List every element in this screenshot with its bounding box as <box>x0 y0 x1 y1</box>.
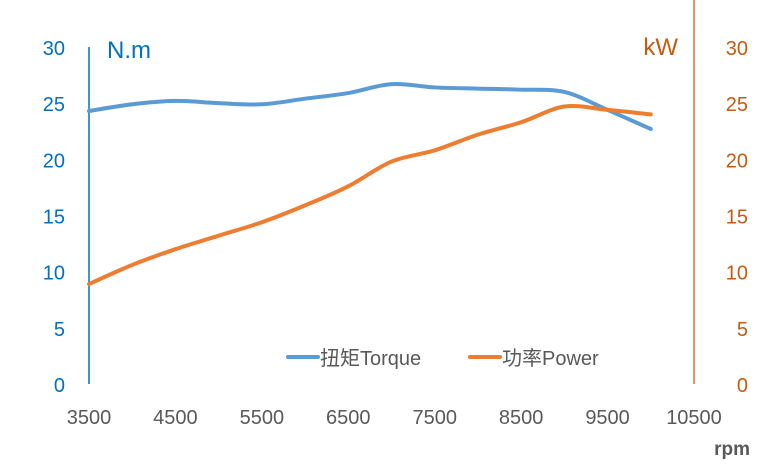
y-right-tick-label: 0 <box>737 375 748 397</box>
legend-label: 功率Power <box>502 347 599 370</box>
x-tick-label: 10500 <box>666 407 722 429</box>
y-left-tick-label: 15 <box>43 207 65 229</box>
y-left-tick-label: 0 <box>54 375 65 397</box>
legend-label: 扭矩Torque <box>320 347 421 370</box>
x-tick-label: 7500 <box>412 407 457 429</box>
y-left-tick-label: 20 <box>43 150 65 172</box>
x-tick-label: 6500 <box>326 407 371 429</box>
y-right-tick-label: 10 <box>726 263 748 285</box>
torque-series-line <box>87 81 653 132</box>
x-tick-label: 5500 <box>240 407 285 429</box>
y-left-tick-label: 10 <box>43 263 65 285</box>
y-right-tick-label: 30 <box>726 38 748 60</box>
x-tick-label: 4500 <box>153 407 198 429</box>
y-right-tick-label: 20 <box>726 150 748 172</box>
y-left-tick-label: 25 <box>43 94 65 116</box>
y-right-tick-label: 5 <box>737 319 748 341</box>
y-right-tick-label: 25 <box>726 94 748 116</box>
power-series-line <box>87 104 653 287</box>
left-axis-unit: N.m <box>107 37 151 64</box>
right-axis-unit: kW <box>643 34 678 61</box>
x-tick-label: 9500 <box>585 407 630 429</box>
y-right-tick-label: 15 <box>726 207 748 229</box>
x-tick-label: 3500 <box>67 407 112 429</box>
y-left-tick-label: 5 <box>54 319 65 341</box>
x-axis-label: rpm <box>714 439 750 460</box>
x-tick-label: 8500 <box>499 407 544 429</box>
y-left-tick-label: 30 <box>43 38 65 60</box>
